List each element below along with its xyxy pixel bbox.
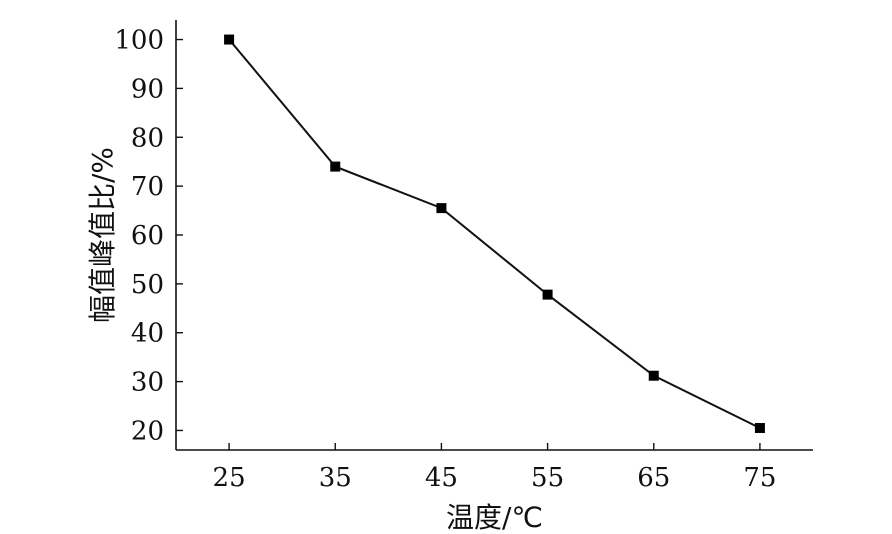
x-tick-label: 55 — [531, 463, 564, 493]
data-point-marker — [648, 370, 659, 381]
y-tick-label: 30 — [131, 368, 164, 398]
data-point-marker — [542, 289, 553, 300]
y-tick-label: 50 — [131, 270, 164, 300]
ticks: 20 30 40 50 60 70 80 90 100 25 35 45 55 65 75 — [114, 26, 776, 493]
data-point-marker — [330, 161, 341, 172]
y-tick-label: 90 — [131, 74, 164, 104]
series — [224, 34, 765, 434]
x-tick-label: 45 — [425, 463, 458, 493]
y-tick-label: 100 — [114, 26, 164, 56]
y-tick-label: 20 — [131, 416, 164, 446]
series-line — [228, 38, 761, 429]
x-axis-title: 温度/℃ — [446, 501, 543, 534]
x-tick-label: 65 — [637, 463, 670, 493]
data-point-marker — [436, 203, 447, 214]
y-axis-title: 幅值峰值比/% — [86, 147, 119, 323]
y-tick-label: 70 — [131, 172, 164, 202]
x-tick-label: 75 — [743, 463, 776, 493]
data-point-marker — [754, 423, 765, 434]
x-tick-label: 25 — [213, 463, 246, 493]
y-tick-label: 40 — [131, 319, 164, 349]
x-tick-label: 35 — [319, 463, 352, 493]
y-tick-label: 80 — [131, 123, 164, 153]
data-point-marker — [224, 34, 235, 45]
axes — [175, 20, 813, 451]
y-tick-label: 60 — [131, 221, 164, 251]
